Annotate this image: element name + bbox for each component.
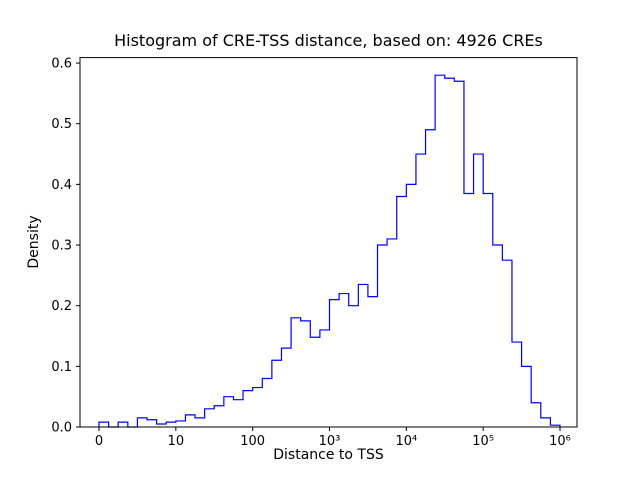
y-tick-label: 0.4 bbox=[51, 178, 72, 193]
y-tick-label: 0.2 bbox=[51, 299, 72, 314]
x-tick-label: 10⁵ bbox=[472, 434, 494, 449]
x-tick-label: 10⁶ bbox=[549, 434, 571, 449]
x-axis-label: Distance to TSS bbox=[273, 447, 384, 463]
y-tick-label: 0.6 bbox=[51, 57, 72, 72]
y-tick-label: 0.3 bbox=[51, 239, 72, 254]
x-tick-label: 100 bbox=[240, 434, 265, 449]
y-axis-label: Density bbox=[26, 215, 42, 269]
chart-title: Histogram of CRE-TSS distance, based on:… bbox=[114, 31, 543, 50]
x-tick-label: 0 bbox=[95, 434, 103, 449]
histogram-step-line bbox=[98, 74, 561, 428]
x-tick-label: 10³ bbox=[319, 434, 341, 449]
axes-box bbox=[79, 57, 578, 428]
y-tick-label: 0.1 bbox=[51, 360, 72, 375]
y-tick-label: 0.5 bbox=[51, 117, 72, 132]
y-tick-label: 0.0 bbox=[51, 421, 72, 436]
x-tick-label: 10⁴ bbox=[395, 434, 417, 449]
x-tick-label: 10 bbox=[168, 434, 185, 449]
